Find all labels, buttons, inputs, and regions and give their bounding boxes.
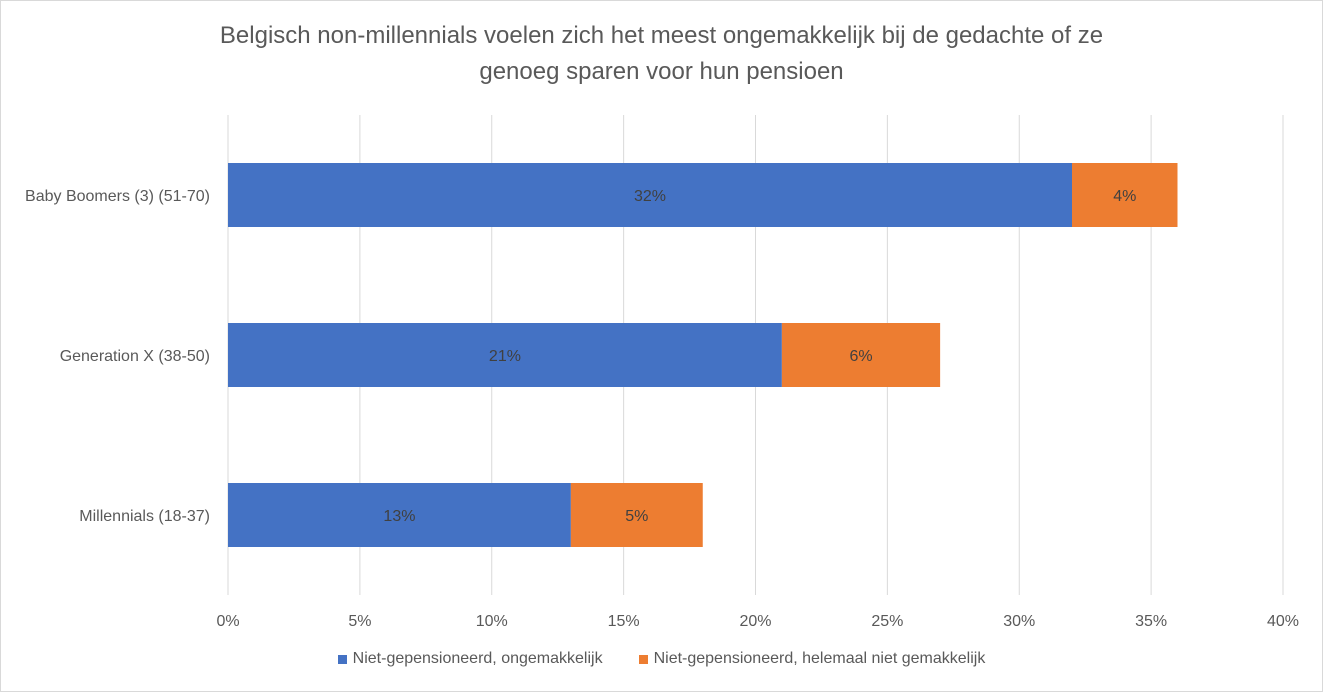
category-label: Baby Boomers (3) (51-70) <box>25 188 210 205</box>
bar-segment <box>781 323 941 387</box>
bar-segment <box>228 483 571 547</box>
legend-swatch-series-1 <box>337 654 347 664</box>
data-label: 13% <box>383 508 415 525</box>
x-tick-label: 5% <box>348 613 371 630</box>
x-tick-label: 10% <box>476 613 508 630</box>
data-label: 5% <box>625 508 648 525</box>
legend-label-series-1: Niet-gepensioneerd, ongemakkelijk <box>352 650 603 667</box>
bar-segment <box>1072 163 1178 227</box>
x-tick-label: 40% <box>1267 613 1299 630</box>
x-tick-label: 30% <box>1003 613 1035 630</box>
x-tick-label: 15% <box>608 613 640 630</box>
chart-title-line-1: Belgisch non-millennials voelen zich het… <box>219 22 1104 49</box>
bar-segment <box>228 163 1072 227</box>
x-tick-label: 0% <box>216 613 239 630</box>
category-label: Generation X (38-50) <box>60 348 210 365</box>
category-label: Millennials (18-37) <box>79 508 210 525</box>
x-tick-label: 35% <box>1135 613 1167 630</box>
chart-title-line-2: genoeg sparen voor hun pensioen <box>479 58 844 85</box>
data-label: 6% <box>849 348 872 365</box>
chart-title: Belgisch non-millennials voelen zich het… <box>0 18 1323 90</box>
data-label: 4% <box>1113 188 1136 205</box>
legend-item-series-1: Niet-gepensioneerd, ongemakkelijk <box>337 650 603 668</box>
bar-segment <box>228 323 782 387</box>
data-label: 32% <box>634 188 666 205</box>
bar-segment <box>570 483 703 547</box>
data-label: 21% <box>489 348 521 365</box>
legend-item-series-2: Niet-gepensioneerd, helemaal niet gemakk… <box>638 650 986 668</box>
legend-swatch-series-2 <box>638 654 648 664</box>
x-tick-label: 25% <box>871 613 903 630</box>
legend-label-series-2: Niet-gepensioneerd, helemaal niet gemakk… <box>653 650 986 667</box>
x-tick-label: 20% <box>739 613 771 630</box>
legend: Niet-gepensioneerd, ongemakkelijk Niet-g… <box>0 650 1323 668</box>
